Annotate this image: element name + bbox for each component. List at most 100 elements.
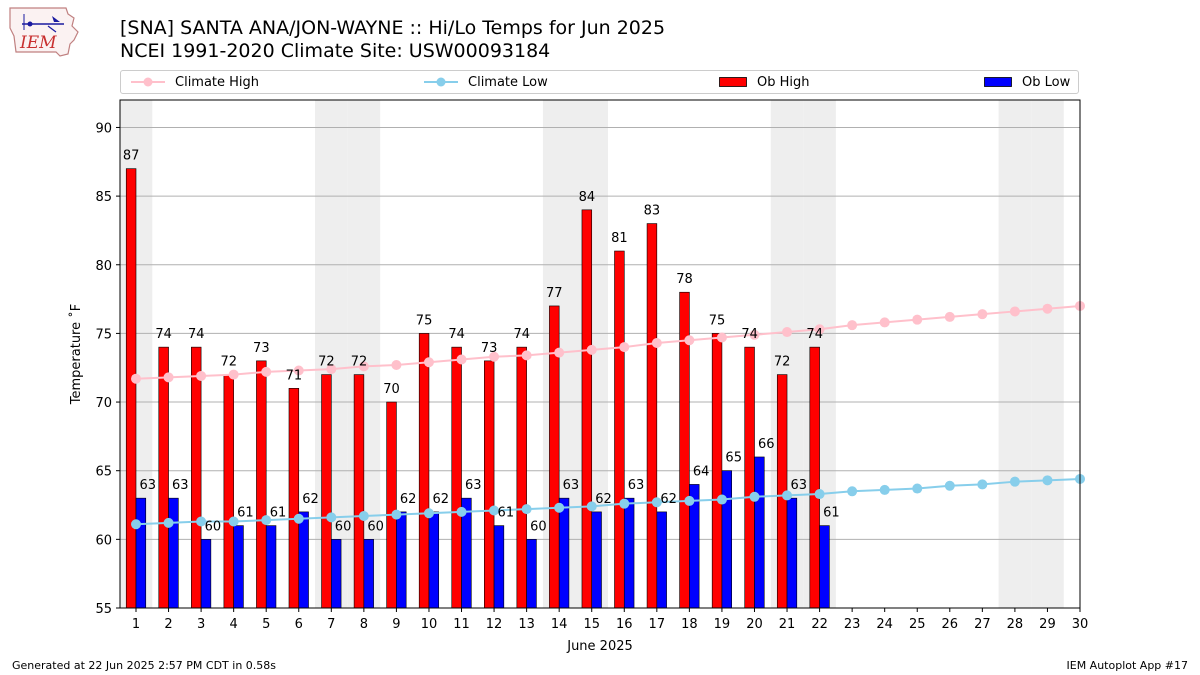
ob-low-bar bbox=[233, 525, 244, 609]
climate-high-point bbox=[261, 366, 272, 377]
ob-low-bar bbox=[526, 539, 537, 609]
climate-high-point bbox=[684, 335, 695, 346]
y-tick-label: 55 bbox=[95, 602, 112, 617]
ob-low-label: 65 bbox=[725, 451, 742, 466]
climate-low-point bbox=[977, 479, 988, 490]
legend-item-climate-high: Climate High bbox=[131, 71, 259, 93]
ob-high-bar bbox=[614, 250, 625, 609]
x-tick-label: 1 bbox=[132, 617, 140, 632]
climate-low-point bbox=[163, 517, 174, 528]
ob-high-label: 71 bbox=[286, 368, 303, 383]
ob-high-label: 73 bbox=[253, 341, 270, 356]
ob-high-label: 72 bbox=[318, 355, 335, 370]
ob-high-label: 72 bbox=[220, 355, 237, 370]
x-tick-label: 12 bbox=[486, 617, 503, 632]
climate-low-point bbox=[423, 508, 434, 519]
ob-high-bar bbox=[321, 374, 332, 609]
x-tick-label: 23 bbox=[844, 617, 861, 632]
climate-low-point bbox=[684, 495, 695, 506]
legend-item-ob-high: Ob High bbox=[719, 71, 810, 93]
ob-high-label: 74 bbox=[806, 327, 823, 342]
climate-low-line bbox=[135, 477, 1081, 526]
climate-high-point bbox=[554, 347, 565, 358]
ob-low-label: 61 bbox=[237, 506, 254, 521]
climate-low-point bbox=[228, 516, 239, 527]
climate-high-point bbox=[456, 354, 467, 365]
y-tick-label: 90 bbox=[95, 121, 112, 136]
legend-label-ob-low: Ob Low bbox=[1022, 74, 1071, 90]
ob-high-bar bbox=[386, 401, 397, 609]
climate-high-point bbox=[293, 365, 304, 376]
climate-high-point bbox=[391, 359, 402, 370]
footer-generated-text: Generated at 22 Jun 2025 2:57 PM CDT in … bbox=[12, 659, 277, 672]
climate-low-point bbox=[391, 509, 402, 520]
x-tick-label: 18 bbox=[681, 617, 698, 632]
ob-high-bar bbox=[744, 346, 755, 609]
x-tick-label: 21 bbox=[779, 617, 796, 632]
climate-low-point bbox=[619, 498, 630, 509]
climate-high-point bbox=[716, 332, 727, 343]
ob-high-label: 75 bbox=[709, 313, 726, 328]
legend-label-ob-high: Ob High bbox=[757, 74, 810, 90]
x-tick-label: 14 bbox=[551, 617, 568, 632]
ob-high-label: 74 bbox=[741, 327, 758, 342]
ob-low-bar bbox=[721, 470, 732, 609]
ob-high-label: 72 bbox=[351, 355, 368, 370]
chart-legend: Climate High Climate Low Ob High Ob Low bbox=[120, 70, 1079, 94]
climate-low-point bbox=[847, 486, 858, 497]
x-tick-label: 11 bbox=[453, 617, 470, 632]
climate-low-point bbox=[716, 494, 727, 505]
climate-high-point bbox=[228, 369, 239, 380]
ob-low-bar bbox=[591, 511, 602, 609]
climate-low-point bbox=[1009, 476, 1020, 487]
ob-low-label: 60 bbox=[205, 519, 222, 534]
ob-high-bar bbox=[125, 168, 137, 609]
ob-low-label: 63 bbox=[791, 478, 808, 493]
ob-low-bar bbox=[754, 456, 765, 609]
climate-low-point bbox=[782, 490, 793, 501]
ob-high-label: 87 bbox=[123, 149, 140, 164]
ob-high-label: 70 bbox=[383, 382, 400, 397]
x-tick-label: 15 bbox=[583, 617, 600, 632]
ob-high-label: 75 bbox=[416, 313, 433, 328]
ob-high-label: 78 bbox=[676, 272, 693, 287]
climate-high-point bbox=[912, 314, 923, 325]
climate-high-point bbox=[489, 351, 500, 362]
chart-title: [SNA] SANTA ANA/JON-WAYNE :: Hi/Lo Temps… bbox=[120, 17, 666, 39]
ob-high-bar bbox=[191, 346, 202, 609]
ob-low-bar bbox=[331, 539, 342, 609]
ob-high-label: 72 bbox=[774, 355, 791, 370]
climate-high-point bbox=[977, 309, 988, 320]
climate-low-point bbox=[944, 480, 955, 491]
ob-low-bar bbox=[396, 511, 407, 609]
climate-low-point bbox=[456, 506, 467, 517]
ob-low-label: 63 bbox=[628, 478, 645, 493]
y-tick-label: 70 bbox=[95, 396, 112, 411]
ob-low-bar bbox=[786, 497, 798, 609]
climate-low-point bbox=[586, 501, 597, 512]
ob-low-label: 63 bbox=[563, 478, 580, 493]
ob-high-bar bbox=[256, 360, 267, 609]
x-tick-label: 4 bbox=[230, 617, 238, 632]
legend-item-ob-low: Ob Low bbox=[984, 71, 1070, 93]
iem-logo-icon: IEM bbox=[8, 6, 80, 58]
climate-low-point bbox=[651, 497, 662, 508]
x-tick-label: 7 bbox=[327, 617, 335, 632]
climate-high-point bbox=[782, 327, 793, 338]
ob-low-bar bbox=[363, 539, 374, 609]
ob-high-bar bbox=[581, 209, 593, 609]
ob-high-bar bbox=[646, 223, 658, 609]
ob-low-label: 62 bbox=[432, 492, 449, 507]
climate-low-point bbox=[879, 484, 890, 495]
climate-high-point bbox=[944, 311, 955, 322]
x-axis-title: June 2025 bbox=[566, 639, 633, 654]
ob-low-label: 62 bbox=[302, 492, 319, 507]
climate-high-point bbox=[423, 357, 434, 368]
legend-item-climate-low: Climate Low bbox=[424, 71, 548, 93]
x-tick-label: 24 bbox=[876, 617, 893, 632]
ob-high-bar bbox=[223, 374, 234, 609]
legend-box-icon bbox=[719, 77, 747, 87]
ob-low-label: 64 bbox=[693, 464, 710, 479]
ob-high-bar bbox=[418, 333, 430, 609]
